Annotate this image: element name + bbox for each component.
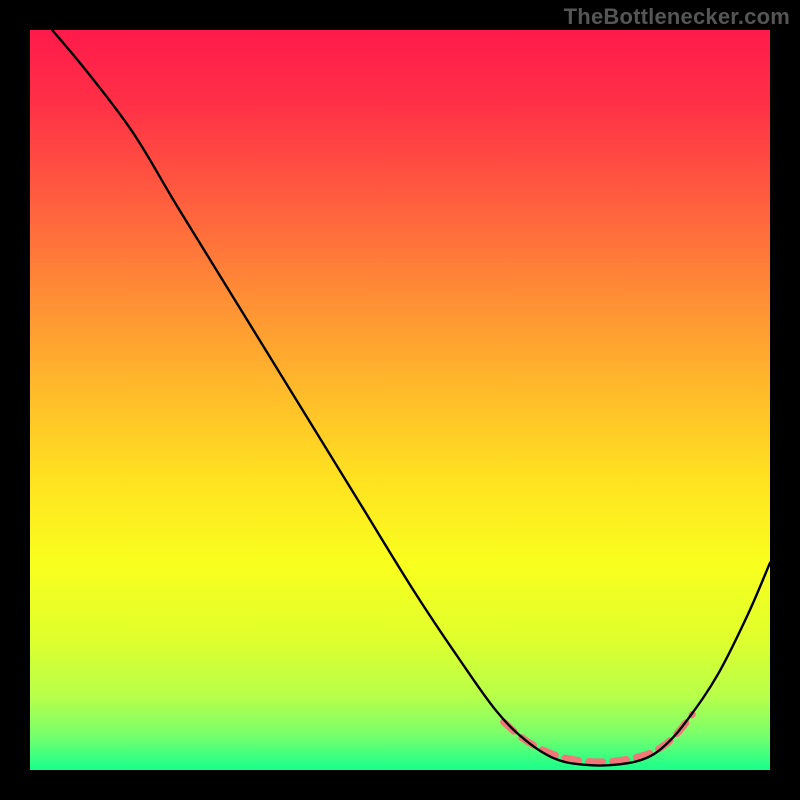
watermark-text: TheBottlenecker.com — [564, 4, 790, 30]
gradient-background — [30, 30, 770, 770]
chart-frame: TheBottlenecker.com — [0, 0, 800, 800]
plot-area — [30, 30, 770, 770]
chart-svg — [30, 30, 770, 770]
